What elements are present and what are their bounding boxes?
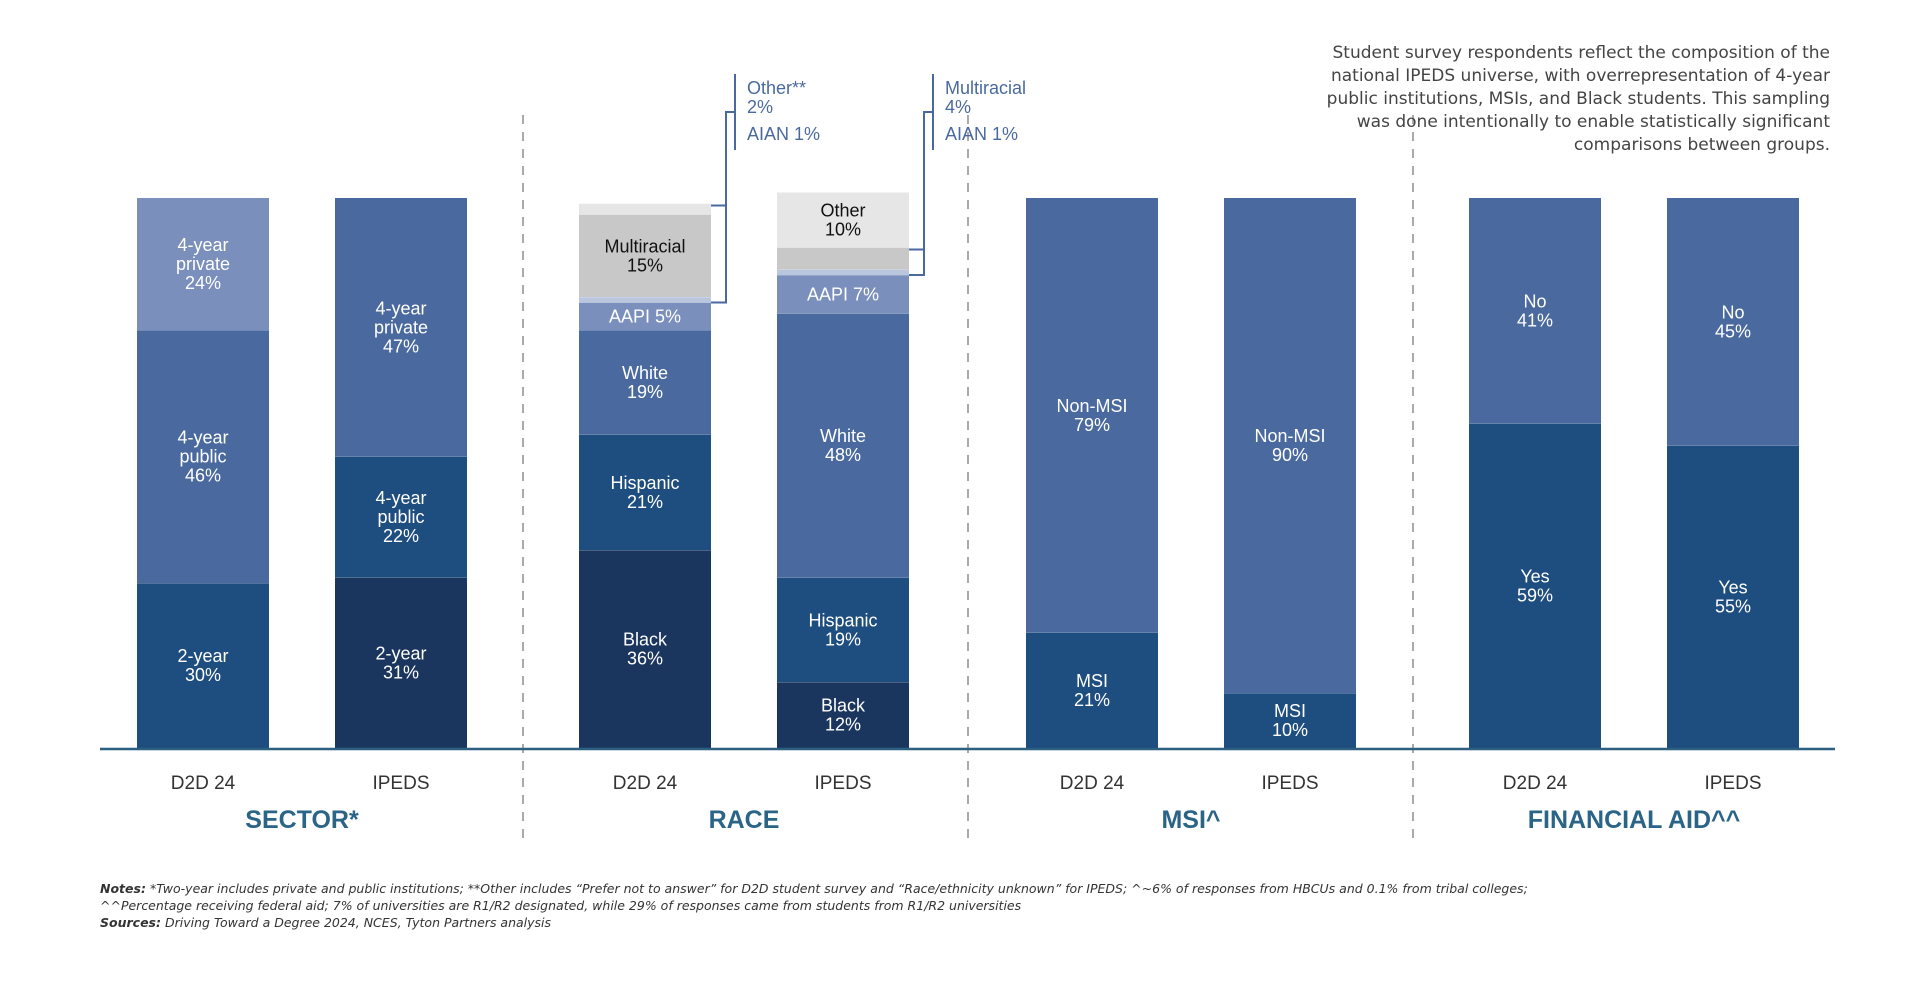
bar-segment-sector-ipeds-4-year-private xyxy=(335,198,467,457)
bar-segment-race-ipeds-hispanic xyxy=(777,577,909,682)
chart-annotation-note: Student survey respondents reflect the c… xyxy=(1326,43,1830,155)
segment-label-msi-ipeds-msi: MSI 10% xyxy=(1272,701,1308,740)
segment-label-msi-ipeds-non-msi: Non-MSI 90% xyxy=(1254,426,1325,465)
bar-segment-sector-ipeds-2-year xyxy=(335,577,467,748)
bar-segment-race-d2d-24-aian xyxy=(579,297,711,303)
segment-label-msi-d2d-24-non-msi: Non-MSI 79% xyxy=(1056,396,1127,435)
callout-bracket xyxy=(909,248,925,276)
bar-segment-race-ipeds-black xyxy=(777,682,909,748)
segment-label-msi-d2d-24-msi: MSI 21% xyxy=(1074,671,1110,710)
bar-segment-race-d2d-24-hispanic xyxy=(579,434,711,550)
notes-line: Notes: *Two-year includes private and pu… xyxy=(100,880,1620,914)
group-title-race: RACE xyxy=(709,806,780,834)
callout-text-ipeds-0: Multiracial xyxy=(945,78,1026,98)
bar-segment-msi-ipeds-msi xyxy=(1224,693,1356,748)
segment-label-sector-ipeds-4-year-private: 4-year private 47% xyxy=(374,298,428,356)
segment-label-race-d2d-24-hispanic: Hispanic 21% xyxy=(610,473,679,512)
bar-segment-msi-ipeds-non-msi xyxy=(1224,198,1356,693)
category-label-financial-aid-d2d-24: D2D 24 xyxy=(1503,773,1568,794)
segment-label-race-ipeds-aapi: AAPI 7% xyxy=(807,284,879,304)
bar-segment-sector-d2d-24-4-year-private xyxy=(137,198,269,330)
segment-label-sector-d2d-24-4-year-private: 4-year private 24% xyxy=(176,235,230,293)
sources-text: Driving Toward a Degree 2024, NCES, Tyto… xyxy=(164,915,552,930)
segment-label-race-d2d-24-multiracial: Multiracial 15% xyxy=(604,236,685,275)
callout-text-d2d-24-aian: AIAN 1% xyxy=(747,124,820,144)
category-label-sector-ipeds: IPEDS xyxy=(372,773,429,794)
bar-segment-race-d2d-24-white xyxy=(579,330,711,435)
group-title-sector: SECTOR* xyxy=(245,806,359,834)
bar-segment-race-d2d-24-black xyxy=(579,550,711,748)
category-label-msi-d2d-24: D2D 24 xyxy=(1060,773,1125,794)
bar-segment-race-ipeds-white xyxy=(777,313,909,578)
group-title-financial-aid: FINANCIAL AID^^ xyxy=(1528,806,1741,834)
bar-segment-sector-d2d-24-4-year-public xyxy=(137,330,269,583)
segment-label-race-ipeds-other: Other 10% xyxy=(820,201,865,240)
sources-label: Sources: xyxy=(100,915,161,930)
bar-segment-msi-d2d-24-msi xyxy=(1026,632,1158,748)
group-title-msi: MSI^ xyxy=(1161,806,1220,834)
bar-segment-race-ipeds-aian xyxy=(777,269,909,275)
bar-segment-sector-ipeds-4-year-public xyxy=(335,456,467,578)
bar-segment-financial-aid-ipeds-no xyxy=(1667,198,1799,446)
bar-segment-financial-aid-d2d-24-yes xyxy=(1469,423,1601,748)
segment-label-race-ipeds-hispanic: Hispanic 19% xyxy=(808,610,877,649)
footnotes: Notes: *Two-year includes private and pu… xyxy=(100,880,1620,931)
bar-segment-race-ipeds-multiracial xyxy=(777,247,909,270)
bar-segment-sector-d2d-24-2-year xyxy=(137,583,269,748)
segment-label-sector-d2d-24-4-year-public: 4-year public 46% xyxy=(177,428,228,486)
callout-connector xyxy=(725,111,735,253)
segment-label-financial-aid-ipeds-no: No 45% xyxy=(1715,302,1751,341)
sources-line: Sources: Driving Toward a Degree 2024, N… xyxy=(100,914,1620,931)
callout-text-d2d-24-1: 2% xyxy=(747,97,773,117)
segment-label-race-ipeds-black: Black 12% xyxy=(821,696,866,735)
bar-segment-financial-aid-d2d-24-no xyxy=(1469,198,1601,424)
segment-label-sector-d2d-24-2-year: 2-year 30% xyxy=(177,646,228,685)
bar-segment-race-ipeds-aapi xyxy=(777,275,909,314)
category-label-race-d2d-24: D2D 24 xyxy=(613,773,678,794)
category-label-financial-aid-ipeds: IPEDS xyxy=(1704,773,1761,794)
notes-label: Notes: xyxy=(100,881,146,896)
callout-bracket xyxy=(711,204,727,304)
segment-label-sector-ipeds-4-year-public: 4-year public 22% xyxy=(375,488,426,546)
callout-text-d2d-24-0: Other** xyxy=(747,78,806,98)
segment-label-financial-aid-d2d-24-no: No 41% xyxy=(1517,291,1553,330)
bar-segment-race-d2d-24-aapi xyxy=(579,302,711,330)
bar-segment-race-d2d-24-other xyxy=(579,203,711,215)
segment-label-race-d2d-24-aapi: AAPI 5% xyxy=(609,306,681,326)
category-label-msi-ipeds: IPEDS xyxy=(1261,773,1318,794)
bar-segment-race-ipeds-other xyxy=(777,192,909,248)
bar-segment-financial-aid-ipeds-yes xyxy=(1667,445,1799,748)
category-label-race-ipeds: IPEDS xyxy=(814,773,871,794)
bar-segment-race-d2d-24-multiracial xyxy=(579,214,711,297)
segment-label-financial-aid-d2d-24-yes: Yes 59% xyxy=(1517,566,1553,605)
callout-connector xyxy=(923,111,933,262)
category-label-sector-d2d-24: D2D 24 xyxy=(171,773,236,794)
segment-label-race-ipeds-white: White 48% xyxy=(820,426,866,465)
segment-label-sector-ipeds-2-year: 2-year 31% xyxy=(375,643,426,682)
callout-text-ipeds-aian: AIAN 1% xyxy=(945,124,1018,144)
notes-text: *Two-year includes private and public in… xyxy=(100,881,1528,913)
segment-label-race-d2d-24-black: Black 36% xyxy=(623,630,668,669)
bar-segment-msi-d2d-24-non-msi xyxy=(1026,198,1158,633)
callout-text-ipeds-1: 4% xyxy=(945,97,971,117)
segment-label-race-d2d-24-white: White 19% xyxy=(622,363,668,402)
segment-label-financial-aid-ipeds-yes: Yes 55% xyxy=(1715,577,1751,616)
